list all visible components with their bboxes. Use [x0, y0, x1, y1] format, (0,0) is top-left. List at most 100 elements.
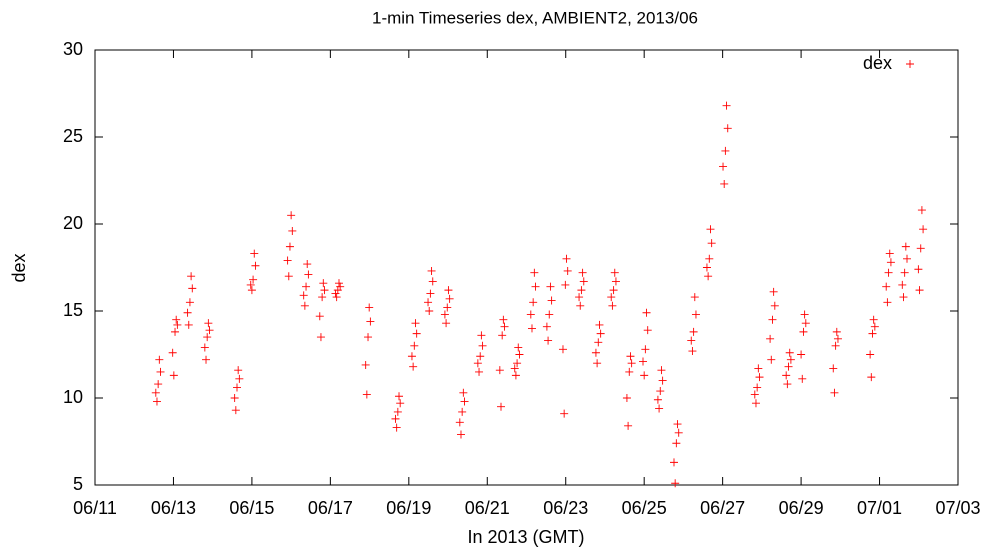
- point: [655, 404, 664, 413]
- point: [427, 266, 436, 275]
- point: [184, 320, 193, 329]
- point: [156, 367, 165, 376]
- point: [249, 275, 258, 284]
- point: [719, 162, 728, 171]
- point: [169, 371, 178, 380]
- point: [596, 329, 605, 338]
- point: [500, 322, 509, 331]
- x-tick-label: 06/17: [308, 498, 353, 518]
- point: [830, 388, 839, 397]
- point: [721, 146, 730, 155]
- point: [785, 348, 794, 357]
- point: [445, 294, 454, 303]
- point: [478, 341, 487, 350]
- point: [531, 282, 540, 291]
- point: [916, 244, 925, 253]
- y-tick-label: 20: [63, 213, 83, 233]
- point: [704, 272, 713, 281]
- x-tick-label: 07/03: [935, 498, 980, 518]
- y-tick-label: 15: [63, 300, 83, 320]
- point: [831, 341, 840, 350]
- point: [443, 303, 452, 312]
- point: [577, 286, 586, 295]
- point: [391, 414, 400, 423]
- point: [151, 388, 160, 397]
- point: [316, 333, 325, 342]
- point: [287, 211, 296, 220]
- point: [230, 394, 239, 402]
- point: [594, 338, 603, 347]
- point: [511, 371, 520, 380]
- point: [919, 225, 928, 234]
- legend-marker: [906, 60, 914, 68]
- point: [783, 380, 792, 389]
- point: [563, 266, 572, 275]
- point: [767, 355, 776, 364]
- point: [530, 268, 539, 277]
- point: [883, 298, 892, 307]
- point: [458, 407, 467, 416]
- point: [593, 359, 602, 368]
- point: [870, 322, 879, 331]
- point: [336, 282, 345, 291]
- point: [886, 258, 895, 267]
- point: [899, 293, 908, 302]
- point: [320, 286, 329, 295]
- point: [527, 324, 536, 333]
- point: [411, 319, 420, 328]
- point: [558, 345, 567, 354]
- point: [622, 394, 631, 402]
- x-tick-label: 06/15: [229, 498, 274, 518]
- point: [235, 374, 244, 383]
- point: [173, 320, 182, 329]
- point: [304, 270, 313, 279]
- point: [283, 256, 292, 265]
- point: [901, 242, 910, 251]
- x-tick-label: 06/19: [386, 498, 431, 518]
- point: [300, 301, 309, 310]
- point: [672, 439, 681, 448]
- point: [495, 366, 504, 375]
- point: [284, 272, 293, 281]
- point: [473, 359, 482, 368]
- x-axis-label: In 2013 (GMT): [467, 527, 584, 547]
- point: [231, 406, 240, 415]
- point: [152, 397, 161, 406]
- point: [673, 420, 682, 429]
- point: [234, 366, 243, 375]
- point: [689, 327, 698, 336]
- point: [833, 334, 842, 343]
- point: [456, 430, 465, 439]
- point: [288, 226, 297, 235]
- point: [285, 242, 294, 251]
- point: [882, 282, 891, 291]
- point: [797, 350, 806, 359]
- point: [459, 388, 468, 397]
- point: [246, 280, 255, 289]
- point: [575, 293, 584, 302]
- x-tick-label: 06/23: [543, 498, 588, 518]
- point: [769, 287, 778, 296]
- point: [885, 249, 894, 258]
- point: [750, 390, 759, 399]
- point: [914, 265, 923, 274]
- point: [707, 239, 716, 248]
- point: [576, 301, 585, 310]
- point: [671, 479, 680, 488]
- point: [187, 272, 196, 281]
- point: [204, 319, 213, 328]
- point: [499, 315, 508, 324]
- point: [753, 383, 762, 392]
- point: [784, 362, 793, 371]
- point: [542, 322, 551, 331]
- point: [691, 310, 700, 319]
- point: [607, 293, 616, 302]
- point: [706, 225, 715, 234]
- point: [658, 376, 667, 385]
- point: [884, 268, 893, 277]
- point: [188, 284, 197, 293]
- point: [610, 268, 619, 277]
- point: [361, 360, 370, 369]
- point: [546, 282, 555, 291]
